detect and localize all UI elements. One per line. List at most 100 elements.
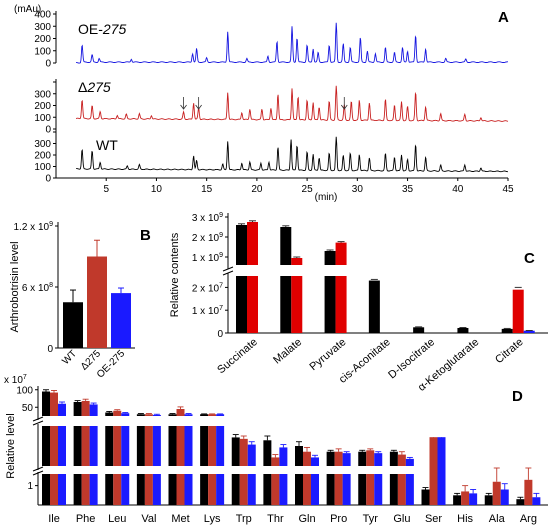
y-tick-label: 100 <box>16 385 33 396</box>
exponent-mantissa: x 10 <box>4 375 23 386</box>
track-name-italic: 275 <box>86 79 111 95</box>
bar-segment <box>374 474 383 505</box>
bar-segment <box>303 474 311 505</box>
bar-segment <box>389 451 398 466</box>
peak-arrow-head <box>340 104 348 110</box>
bar-segment <box>469 493 478 505</box>
tick-exponent: 7 <box>219 282 223 289</box>
bar-segment <box>81 474 90 505</box>
tick-exponent: 7 <box>219 305 223 312</box>
panel-letter-b: B <box>140 227 151 244</box>
bar-segment <box>326 474 335 505</box>
bar-segment <box>247 444 256 466</box>
bar-segment <box>429 437 438 505</box>
bar-segment <box>58 474 66 505</box>
y-tick-label: 0 <box>217 329 223 340</box>
bar-segment <box>334 474 343 505</box>
x-tick-label: 25 <box>302 184 314 195</box>
tick-exponent: 9 <box>219 212 223 219</box>
tick-exponent: 9 <box>219 252 223 259</box>
x-tick-label: Ile <box>48 513 60 525</box>
y-tick-label: 3 x 109 <box>192 212 223 224</box>
bar-segment <box>231 474 240 505</box>
x-tick-label: Phe <box>76 513 96 525</box>
bar-segment <box>208 426 217 466</box>
bar-segment <box>208 414 217 416</box>
bar-segment <box>200 474 209 505</box>
bar-segment <box>136 426 145 466</box>
bar-segment <box>295 474 303 505</box>
track-name-italic: 275 <box>102 21 127 37</box>
y-tick-label: 1.2 x 109 <box>14 221 54 233</box>
bar-segment <box>208 474 217 505</box>
bar-segment <box>113 410 122 416</box>
x-tick-label: Thr <box>267 513 284 525</box>
y-tick-label: 300 <box>34 139 51 150</box>
peak-arrow-head <box>180 104 187 110</box>
x-tick-label: 45 <box>502 184 514 195</box>
x-tick-label: Tyr <box>363 513 379 525</box>
x-tick-label: Lys <box>204 513 221 525</box>
bar-segment <box>58 403 66 416</box>
tick-mantissa: 3 x 10 <box>192 213 220 224</box>
x-axis-label: (min) <box>315 192 338 203</box>
bar-segment <box>437 437 446 505</box>
bar-upper <box>236 225 247 265</box>
axis-break-mark <box>32 416 44 426</box>
panel-letter-d: D <box>512 388 523 405</box>
tick-mantissa: 1 x 10 <box>192 253 220 264</box>
y-tick-label: 0 <box>45 59 51 70</box>
bar-segment <box>405 474 414 505</box>
bar-segment <box>176 426 185 466</box>
track-name-2: WT <box>96 137 118 153</box>
bar-segment <box>421 489 430 505</box>
y-tick-label: 1 <box>27 481 33 492</box>
bar-segment <box>168 414 177 416</box>
bar-segment <box>389 474 398 505</box>
bar-segment <box>168 474 177 505</box>
y-tick-label: 2 x 109 <box>192 232 223 244</box>
tick-exponent: 8 <box>49 282 53 289</box>
bar-segment <box>524 479 533 505</box>
y-tick-label: 6 x 108 <box>22 282 53 294</box>
tick-exponent: 9 <box>49 221 53 228</box>
bar-lower-fill <box>236 276 247 333</box>
track-name-prefix: OE- <box>78 21 103 37</box>
x-tick-label: Arg <box>520 513 537 525</box>
y-tick-label: 100 <box>34 162 51 173</box>
y-tick-label: 200 <box>34 101 51 112</box>
y-unit-label: (mAu) <box>14 4 41 15</box>
tick-mantissa: 1.2 x 10 <box>14 222 50 233</box>
bar-segment <box>405 458 414 466</box>
bar-segment <box>461 491 470 505</box>
bar-upper <box>291 258 303 265</box>
panel-letter-c: C <box>524 250 535 267</box>
x-tick-label: Met <box>171 513 189 525</box>
x-tick-label: Citrate <box>493 336 526 366</box>
x-tick-label: 15 <box>201 184 213 195</box>
bar-segment <box>184 474 193 505</box>
y-axis-label-c: Relative contents <box>169 232 181 317</box>
x-tick-label: Val <box>141 513 156 525</box>
bar-segment <box>81 426 90 466</box>
bar-segment <box>121 474 130 505</box>
bar-segment <box>366 474 375 505</box>
y-tick-label: 0 <box>45 125 51 136</box>
tick-exponent: 9 <box>219 232 223 239</box>
bar-segment <box>358 451 367 466</box>
bar-segment <box>184 426 193 466</box>
x-tick-label: 5 <box>103 184 109 195</box>
bar-segment <box>263 474 272 505</box>
y-tick-label: 1 x 107 <box>192 305 223 317</box>
bar-segment <box>136 414 145 416</box>
bar-segment <box>239 438 248 466</box>
bar-segment <box>50 392 58 416</box>
y-tick-label: 100 <box>34 113 51 124</box>
tick-mantissa: 1 x 10 <box>192 306 220 317</box>
bar-segment <box>279 474 288 505</box>
bar-segment <box>374 453 383 466</box>
bar-lower <box>457 327 469 333</box>
bar-upper <box>324 251 336 265</box>
bar-segment <box>152 414 161 416</box>
